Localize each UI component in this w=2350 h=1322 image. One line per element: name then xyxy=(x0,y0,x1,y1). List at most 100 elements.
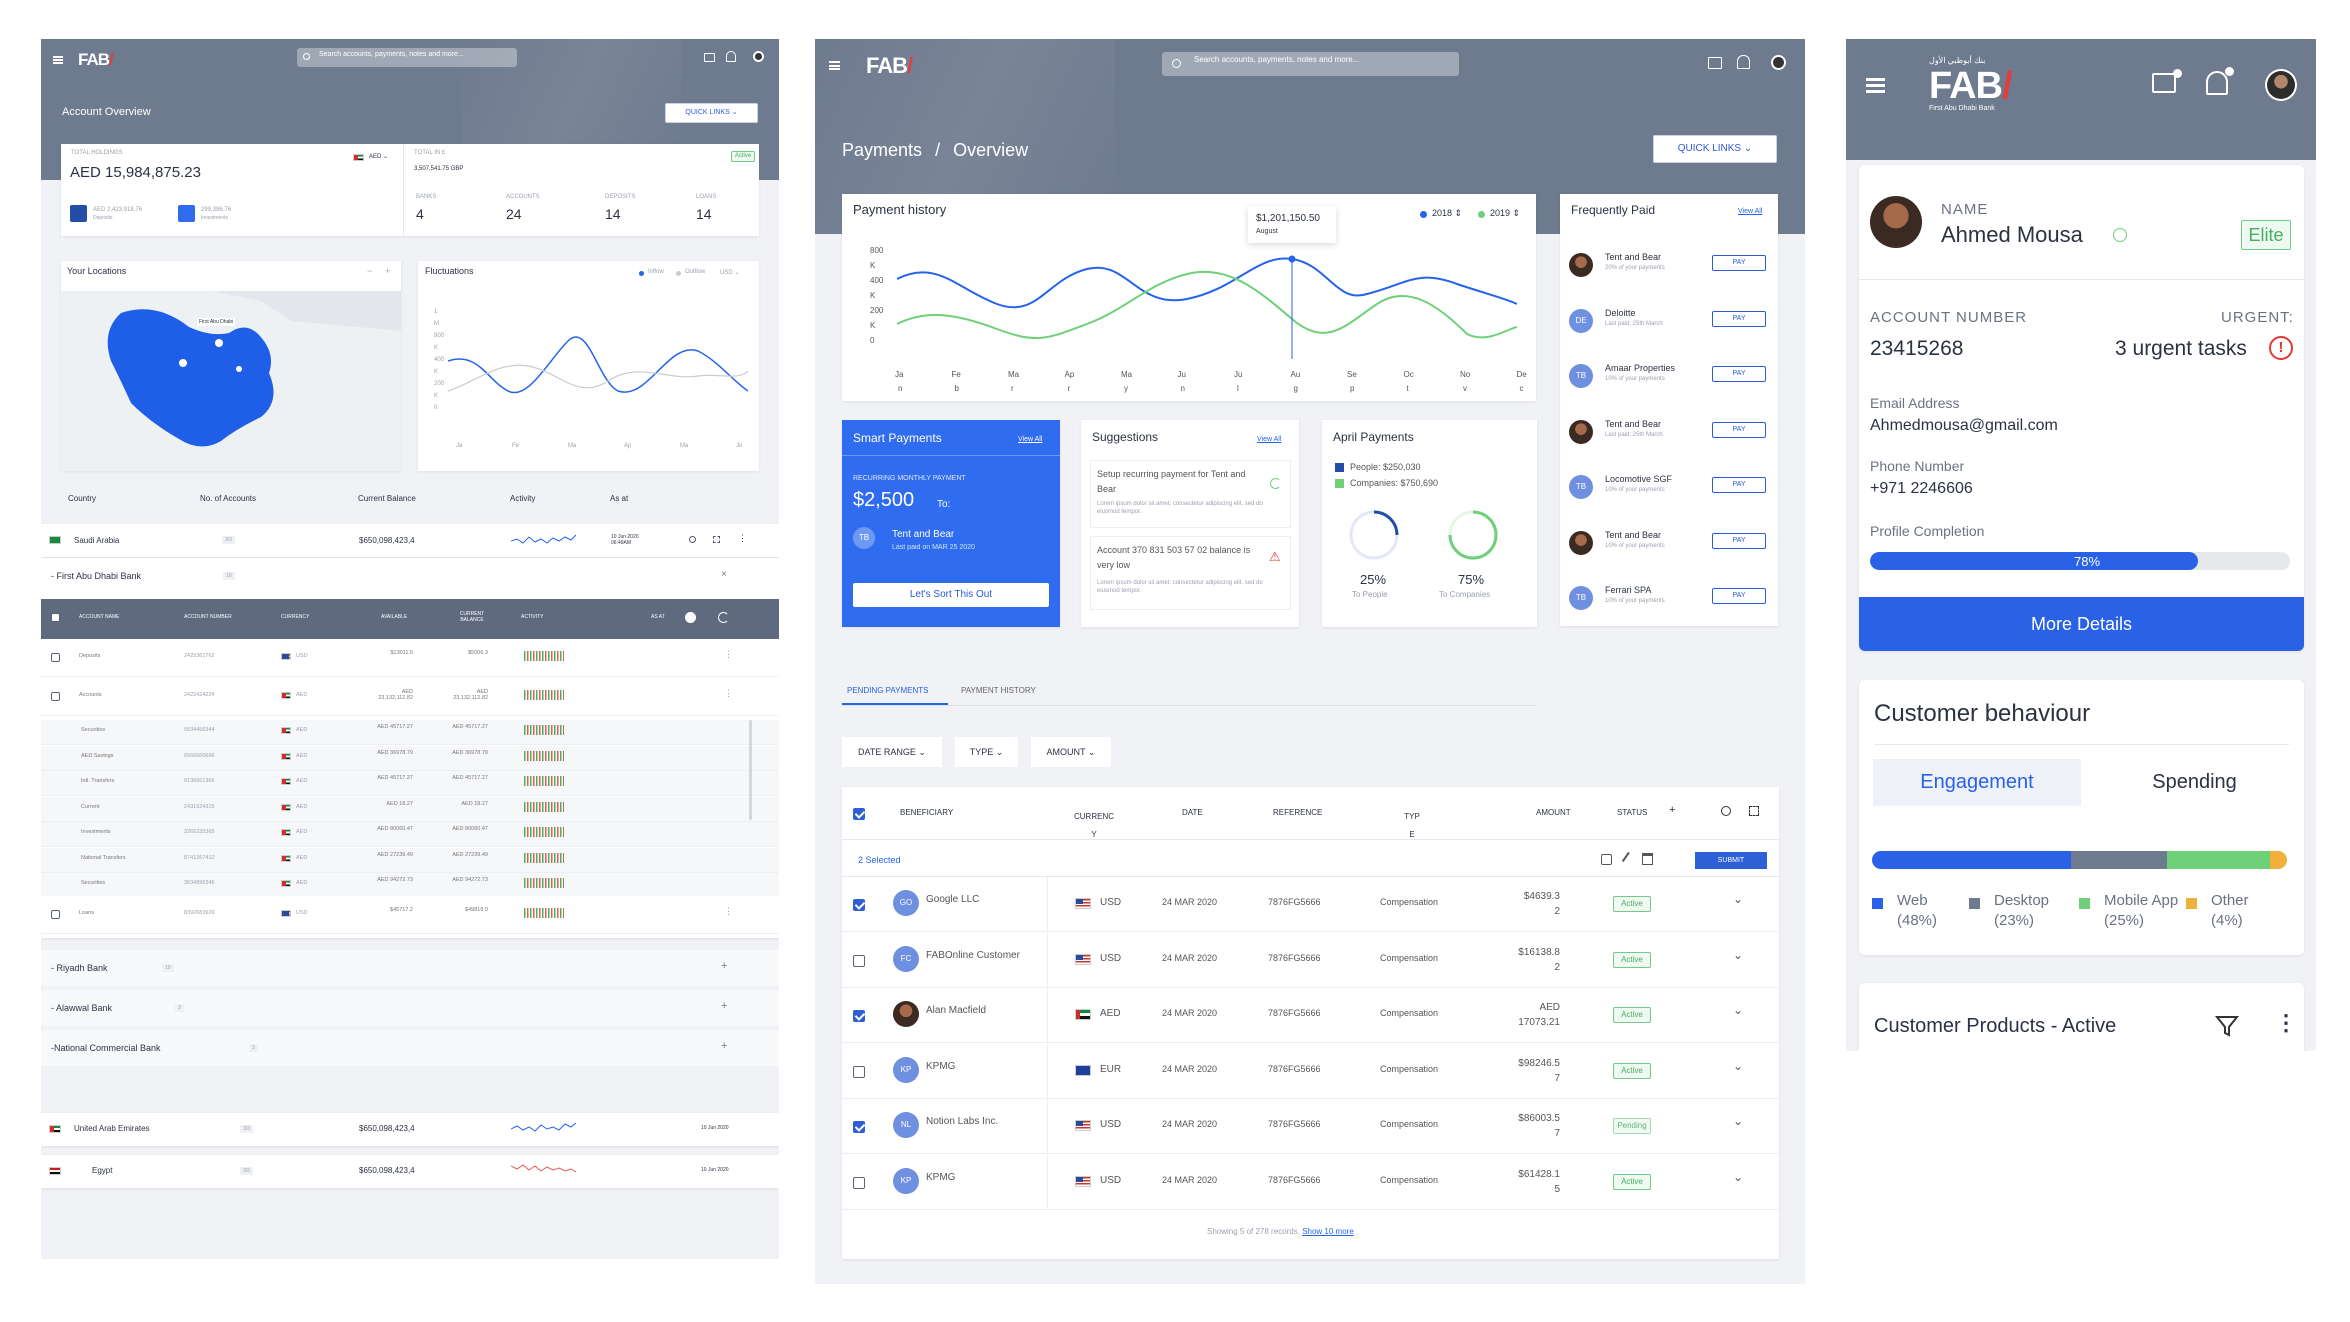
briefcase-icon[interactable] xyxy=(704,53,715,62)
table-row[interactable]: Deposits 2425361762 USD $13011.5 $5006.3 ⋮ xyxy=(41,639,779,677)
table-row[interactable]: Investments 3265235365 AED AED 80060.47 AED … xyxy=(41,822,779,847)
table-row[interactable]: Current 2431524315 AED AED 18.27 AED 18.27 xyxy=(41,796,779,822)
suggestion-item[interactable]: Setup recurring payment for Tent and Bea… xyxy=(1090,460,1291,528)
sort-out-button[interactable]: Let's Sort This Out xyxy=(853,583,1049,607)
edit-icon[interactable] xyxy=(1621,851,1638,868)
table-row[interactable]: Securities 3634896346 AED AED 94272.73 AED 9… xyxy=(41,873,779,898)
currency-select[interactable]: USD ⌄ xyxy=(720,270,740,276)
filter-icon[interactable] xyxy=(2215,1015,2239,1037)
table-row[interactable]: Accounts 2422424224 AED AED 23,132,112.82 AE… xyxy=(41,678,779,716)
expand-row-icon[interactable]: ⌄ xyxy=(1733,1003,1744,1017)
fullscreen-icon[interactable] xyxy=(1749,806,1759,816)
tab-pending-payments[interactable]: PENDING PAYMENTS xyxy=(847,686,929,695)
table-row[interactable]: National Transfers 8741267412 AED AED 27239… xyxy=(41,847,779,873)
pay-button[interactable]: PAY xyxy=(1712,588,1766,604)
country-row[interactable]: Saudi Arabia 3/3 $650,098,423,4 10 Jun 2… xyxy=(41,524,779,557)
row-checkbox[interactable] xyxy=(853,899,865,911)
table-row[interactable]: Alan Macfield AED 24 MAR 2020 7876FG5666 Com… xyxy=(842,988,1779,1043)
table-row[interactable]: NL Notion Labs Inc. USD 24 MAR 2020 7876FG56… xyxy=(842,1099,1779,1154)
view-all-link[interactable]: View All xyxy=(1257,436,1282,443)
bank-row[interactable]: - Riyadh Bank 10 + xyxy=(41,950,779,986)
delete-icon[interactable] xyxy=(1642,853,1653,865)
currency-select[interactable]: AED ⌄ xyxy=(369,154,389,160)
bank-name[interactable]: - First Abu Dhabi Bank xyxy=(51,571,142,581)
menu-icon[interactable] xyxy=(829,61,840,70)
bell-icon[interactable] xyxy=(1737,55,1750,69)
map[interactable]: First Abu Dhabi xyxy=(61,291,401,471)
search-input[interactable]: Search accounts, payments, notes and mor… xyxy=(297,48,517,67)
row-checkbox[interactable] xyxy=(853,954,865,967)
row-checkbox[interactable] xyxy=(853,1065,865,1078)
expand-row-icon[interactable]: ⌄ xyxy=(1733,1169,1744,1184)
more-icon[interactable]: ⋮ xyxy=(738,533,747,543)
pay-button[interactable]: PAY xyxy=(1712,477,1766,493)
urgent-tasks[interactable]: 3 urgent tasks xyxy=(2115,337,2247,360)
expand-icon[interactable] xyxy=(713,536,720,543)
search-icon[interactable] xyxy=(1721,806,1731,816)
select-all-checkbox[interactable] xyxy=(51,613,60,622)
row-checkbox[interactable] xyxy=(51,910,60,919)
tab-payment-history[interactable]: PAYMENT HISTORY xyxy=(961,686,1036,695)
quick-links-button[interactable]: QUICK LINKS ⌄ xyxy=(665,103,758,123)
expand-row-icon[interactable]: ⌄ xyxy=(1733,1114,1744,1128)
more-icon[interactable]: ⋮ xyxy=(2275,1010,2297,1035)
zoom-in-button[interactable]: + xyxy=(385,266,391,276)
settings-icon[interactable] xyxy=(685,612,696,623)
country-row[interactable]: Egypt 3/3 $650,098,423,4 10 Jun 2020 xyxy=(41,1155,779,1188)
quick-links-button[interactable]: QUICK LINKS ⌄ xyxy=(1653,135,1777,163)
table-row[interactable]: FC FABOnline Customer USD 24 MAR 2020 7876FG… xyxy=(842,932,1779,988)
breadcrumb-payments[interactable]: Payments xyxy=(842,140,923,160)
collapse-icon[interactable]: × xyxy=(721,569,727,580)
zoom-out-button[interactable]: − xyxy=(367,266,373,276)
row-checkbox[interactable] xyxy=(853,1121,865,1133)
add-column-icon[interactable]: + xyxy=(1669,804,1676,816)
briefcase-icon[interactable] xyxy=(1708,57,1722,69)
country-row[interactable]: United Arab Emirates 3/3 $650,098,423,4 … xyxy=(41,1113,779,1146)
row-checkbox[interactable] xyxy=(853,1010,865,1022)
print-icon[interactable] xyxy=(1601,854,1612,865)
menu-icon[interactable] xyxy=(1866,78,1885,93)
more-details-button[interactable]: More Details xyxy=(1859,597,2304,651)
menu-icon[interactable] xyxy=(53,56,63,64)
suggestion-item[interactable]: Account 370 831 503 57 02 balance is ver… xyxy=(1090,536,1291,610)
search-icon[interactable] xyxy=(689,536,696,543)
expand-icon[interactable]: + xyxy=(721,1040,728,1052)
expand-row-icon[interactable]: ⌄ xyxy=(1733,1058,1744,1073)
expand-row-icon[interactable]: ⌄ xyxy=(1733,947,1744,962)
filter-amount[interactable]: AMOUNT ⌄ xyxy=(1031,737,1111,767)
avatar[interactable] xyxy=(2265,69,2297,101)
pay-button[interactable]: PAY xyxy=(1712,366,1766,382)
bell-icon[interactable] xyxy=(2206,71,2228,95)
table-row[interactable]: Loans 8392683926 USD $45717.2 $49818.0 ⋮ xyxy=(41,896,779,934)
scrollbar[interactable] xyxy=(749,720,752,820)
table-row[interactable]: KP KPMG EUR 24 MAR 2020 7876FG5666 Compensati… xyxy=(842,1043,1779,1099)
show-more-link[interactable]: Show 10 more xyxy=(1302,1227,1354,1236)
submit-button[interactable]: SUBMIT xyxy=(1695,852,1767,869)
filter-date-range[interactable]: DATE RANGE ⌄ xyxy=(842,737,942,767)
avatar[interactable] xyxy=(753,51,764,62)
expand-icon[interactable]: + xyxy=(721,1000,728,1012)
view-all-link[interactable]: View All xyxy=(1738,208,1763,215)
refresh-icon[interactable] xyxy=(718,612,729,623)
pay-button[interactable]: PAY xyxy=(1712,255,1766,271)
search-input[interactable]: Search accounts, payments, notes and mor… xyxy=(1162,52,1459,76)
table-row[interactable]: KP KPMG USD 24 MAR 2020 7876FG5666 Compensati… xyxy=(842,1154,1779,1210)
more-icon[interactable]: ⋮ xyxy=(724,649,733,659)
chat-icon[interactable] xyxy=(2152,73,2176,93)
avatar[interactable] xyxy=(1771,55,1786,70)
row-checkbox[interactable] xyxy=(51,653,60,662)
expand-icon[interactable]: + xyxy=(721,960,728,972)
tab-engagement[interactable]: Engagement xyxy=(1873,759,2081,806)
tab-spending[interactable]: Spending xyxy=(2152,771,2237,793)
more-icon[interactable]: ⋮ xyxy=(724,906,733,916)
pay-button[interactable]: PAY xyxy=(1712,310,1766,327)
bank-row[interactable]: -National Commercial Bank 3 + xyxy=(41,1030,779,1066)
view-all-link[interactable]: View All xyxy=(1018,436,1043,443)
more-icon[interactable]: ⋮ xyxy=(724,688,733,698)
bank-row[interactable]: - Alawwal Bank 3 + xyxy=(41,990,779,1026)
table-row[interactable]: Securities 5634456344 AED AED 45717.27 AED 4… xyxy=(41,720,779,745)
year-select-2018[interactable]: 2018 ⇕ xyxy=(1432,208,1463,218)
table-row[interactable]: GO Google LLC USD 24 MAR 2020 7876FG5666 Comp… xyxy=(842,877,1779,932)
bell-icon[interactable] xyxy=(726,51,736,62)
pay-button[interactable]: PAY xyxy=(1712,532,1766,549)
